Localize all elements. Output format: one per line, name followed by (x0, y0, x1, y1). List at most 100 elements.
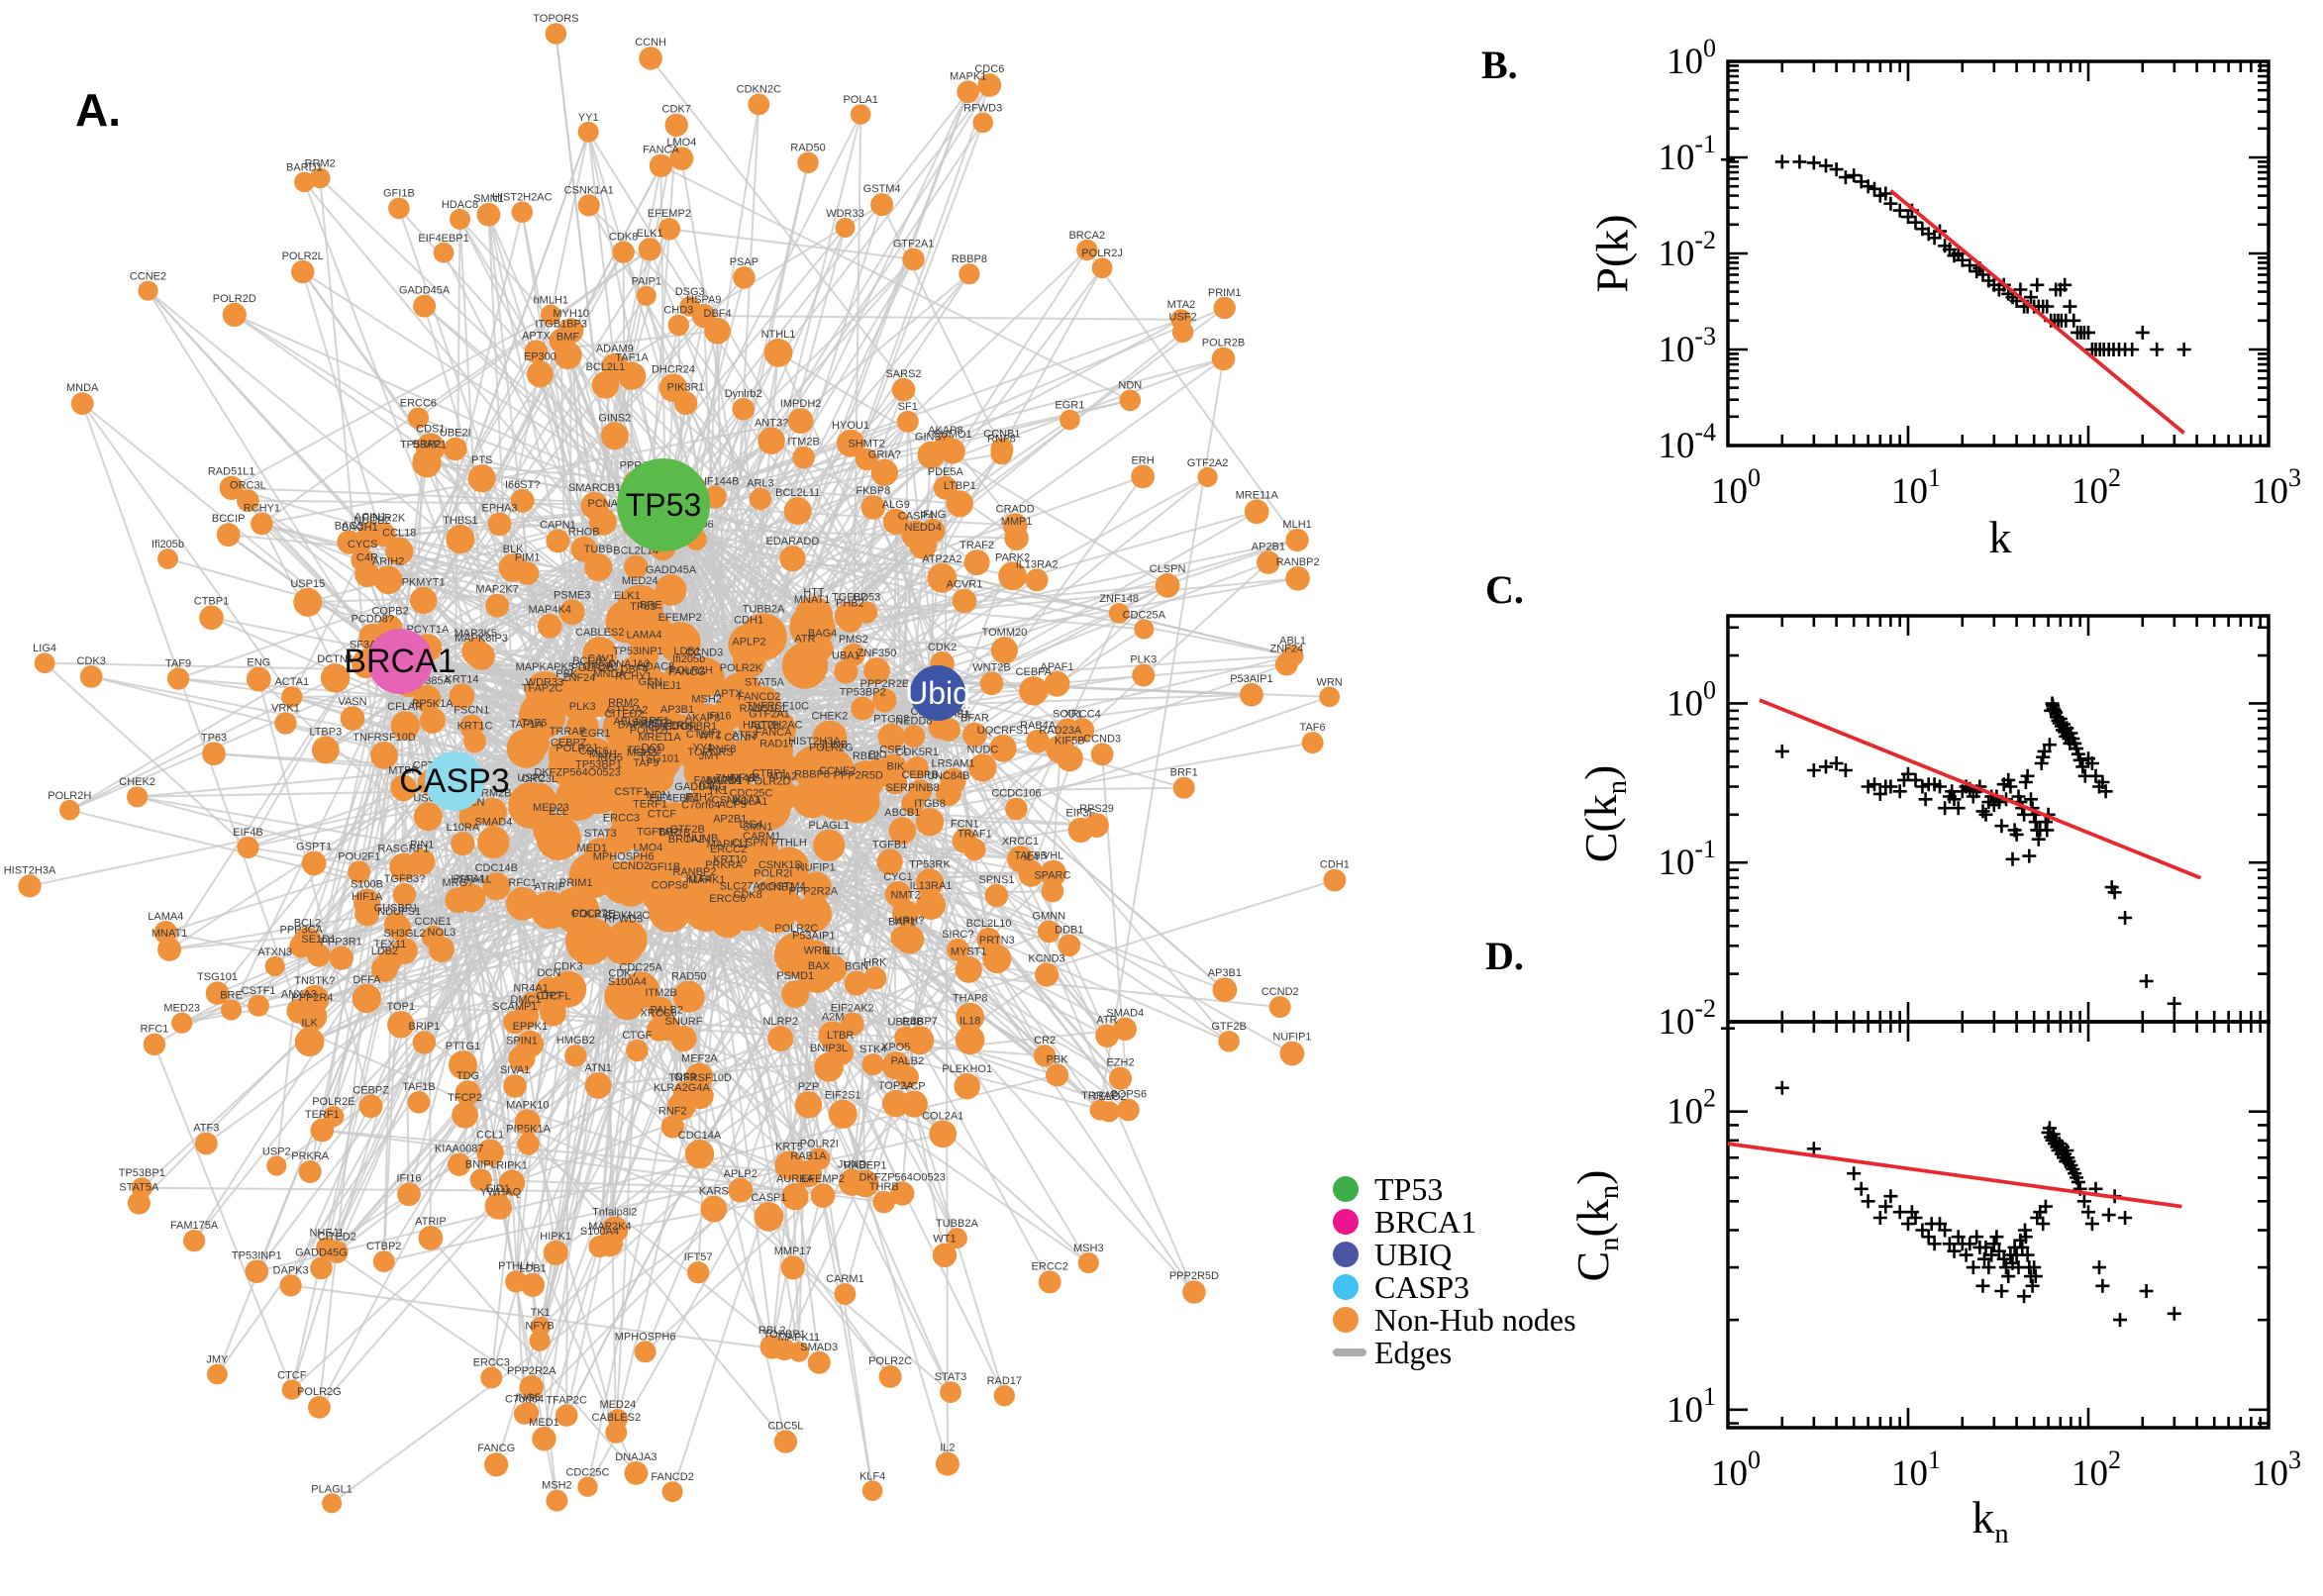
network-node-label: SF1 (898, 401, 918, 413)
data-point-marker (1819, 759, 1833, 774)
data-point-marker (1806, 155, 1821, 170)
network-node-label: HMGB2 (556, 1035, 595, 1047)
network-node-label: C7orf64 (505, 1394, 544, 1406)
network-node-label: PRIM1 (1208, 287, 1242, 299)
data-point-marker (2150, 343, 2165, 356)
network-node-label: ACIN1 (354, 512, 386, 524)
network-node (383, 912, 409, 937)
network-node-label: PTTG1 (446, 1041, 480, 1052)
network-node-label: CCND2 (1262, 986, 1299, 998)
network-node-label: DHCR24 (652, 363, 695, 375)
network-node-label: ATRIP (415, 1216, 447, 1228)
network-node (810, 1183, 836, 1208)
network-node-label: ERCC3 (603, 813, 640, 825)
network-node-label: TRRAP (1081, 1090, 1118, 1102)
network-node (143, 1033, 166, 1056)
network-node-label: RABEP1 (844, 1160, 886, 1172)
network-node (905, 755, 929, 779)
data-point-marker (1947, 792, 1962, 807)
network-node-label: GSPT1 (296, 842, 332, 853)
network-node-label: HIPK1 (540, 1231, 571, 1243)
data-point-marker (2015, 1240, 2030, 1254)
legend-item-edges: Edges (1333, 1336, 1576, 1368)
data-point-marker (1977, 1251, 1991, 1266)
network-node (537, 614, 562, 639)
network-node-label: KIF5B (1055, 735, 1085, 747)
network-node-label: APAF1 (1040, 661, 1073, 673)
network-node-label: TP53AP1 (400, 440, 447, 451)
network-node-label: ILK (301, 1018, 318, 1030)
network-node-label: DAPK3 (618, 720, 654, 732)
network-node (199, 605, 224, 631)
network-node-label: TUBB (584, 544, 613, 555)
network-node-label: ATRIP (534, 881, 565, 893)
network-node-label: YY1 (693, 742, 714, 753)
legend-label: TP53 (1374, 1170, 1444, 1207)
network-node-label: MED24 (600, 1399, 637, 1411)
network-node-label: SOD1 (1053, 709, 1082, 721)
network-node (390, 711, 420, 741)
network-node (570, 536, 597, 562)
network-node-label: CDS1 (416, 423, 445, 435)
network-node-label: GADD45G (674, 781, 727, 793)
tick-label: 101 (1666, 1382, 1716, 1431)
network-node-label: TNFRSF10D (353, 732, 416, 744)
network-node-label: PPP2R5D (834, 770, 883, 782)
network-node-label: PLK3 (1130, 654, 1157, 666)
network-node-label: UNC84B (927, 770, 969, 782)
network-node-label: NR4A1 (513, 982, 548, 994)
network-node-label: RNF8 (987, 433, 1016, 445)
network-node (940, 767, 966, 794)
network-node-label: PBK (1047, 1053, 1069, 1065)
network-node-label: MMP17 (774, 1246, 812, 1257)
legend-item-tp53: TP53 (1333, 1172, 1576, 1205)
network-node (1218, 1031, 1240, 1052)
network-node (891, 377, 916, 402)
data-point-marker (1942, 1237, 1957, 1251)
network-node-label: FSCN1 (454, 705, 489, 717)
network-node-label: ABL1 (613, 716, 640, 728)
network-node-label: PP5K1A (412, 698, 454, 710)
network-node-label: ACTB (751, 720, 779, 732)
network-node-label: TERF1 (633, 799, 667, 811)
network-node-label: RNF2 (658, 1106, 687, 1118)
network-node (828, 1099, 858, 1129)
network-node-label: RIPK1 (496, 1160, 528, 1172)
network-node (309, 167, 331, 189)
data-point-marker (2081, 1205, 2095, 1220)
network-node-label: CSNK1A1 (564, 184, 614, 196)
network-node (289, 934, 314, 958)
network-node-label: HYOU1 (832, 420, 869, 432)
network-node-label: COPB2 (371, 605, 408, 617)
network-node-label: SLC27A6 (720, 880, 766, 892)
network-node-label: TP63 (201, 732, 227, 744)
network-node-label: ERH (1131, 455, 1154, 467)
network-node (669, 147, 694, 171)
network-node-label: RANBP2 (1276, 556, 1320, 568)
network-node-label: EIF4EBP1 (650, 792, 700, 804)
legend-item-ubiq: UBIQ (1333, 1238, 1576, 1270)
network-node (792, 446, 815, 469)
network-node-label: BCL2 (294, 918, 322, 930)
network-node (511, 201, 534, 223)
data-point-marker (1878, 186, 1893, 201)
network-node-label: TAF9B (1014, 849, 1047, 861)
network-node-label: STAT3 (935, 1371, 967, 1383)
network-node-label: ATR (794, 633, 815, 645)
network-node-label: CHEK2 (119, 776, 155, 788)
network-node-label: CDK3 (554, 961, 582, 973)
network-node-label: CCDC106 (991, 788, 1041, 800)
network-node-label: KRT10 (713, 854, 747, 866)
network-node (476, 202, 501, 227)
legend-label: BRCA1 (1374, 1203, 1477, 1240)
network-node-label: BRF1 (1170, 767, 1198, 779)
network-node-label: DKFZP564O0523 (534, 767, 620, 779)
network-node (310, 1256, 333, 1280)
network-node-label: VRK1 (271, 702, 300, 714)
data-point-marker (2118, 911, 2133, 925)
network-node-label: AP3B1 (1208, 967, 1242, 979)
network-node (358, 1094, 383, 1119)
network-node (636, 285, 656, 306)
network-node-label: TAF9 (165, 657, 191, 669)
network-node (584, 552, 613, 582)
